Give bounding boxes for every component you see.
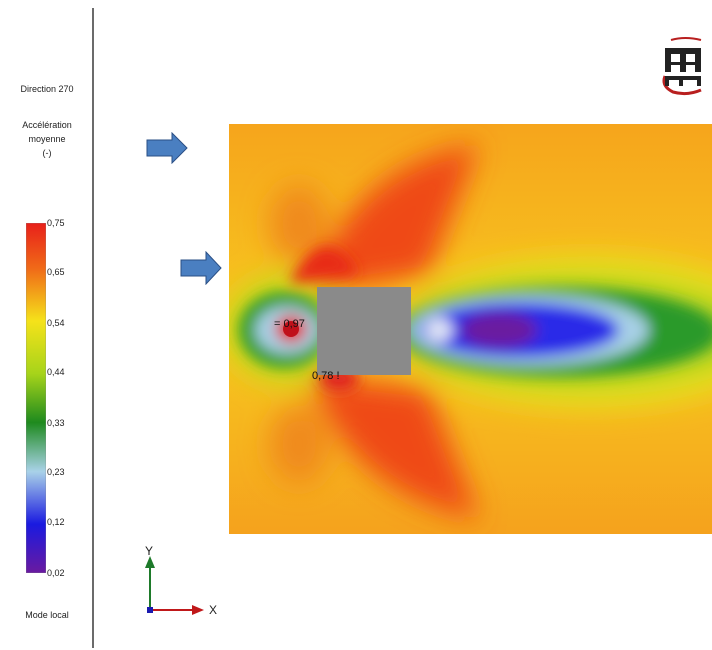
- legend-tick-2: 0,54: [47, 318, 65, 328]
- y-axis-label: Y: [145, 544, 154, 558]
- mode-label: Mode local: [25, 610, 69, 620]
- legend-title-line3: (-): [42, 148, 52, 158]
- legend-tick-0: 0,75: [47, 218, 65, 228]
- acceleration-field-map: [229, 124, 712, 534]
- legend-tick-1: 0,65: [47, 267, 65, 277]
- legend-tick-3: 0,44: [47, 367, 65, 377]
- color-legend-bar: [26, 223, 46, 573]
- sidebar-divider: [92, 8, 94, 648]
- x-axis-label: X: [209, 603, 218, 617]
- probe-value-front: = 0,97: [274, 318, 305, 330]
- wind-arrow-icon: [180, 251, 222, 285]
- probe-value-back: 0,78 !: [312, 370, 340, 382]
- company-logo: [662, 37, 702, 96]
- legend-tick-4: 0,33: [47, 418, 65, 428]
- legend-tick-6: 0,12: [47, 517, 65, 527]
- wind-arrow-icon: [146, 132, 188, 164]
- legend-tick-7: 0,02: [47, 568, 65, 578]
- probe-front-text: 0,97: [283, 318, 305, 330]
- axis-triad: [145, 556, 204, 615]
- direction-label: Direction 270: [20, 84, 74, 94]
- legend-title-line2: moyenne: [28, 134, 66, 144]
- legend-title-line1: Accélération: [22, 120, 72, 130]
- building-block: [317, 287, 411, 375]
- legend-title: Accélération moyenne (-): [4, 118, 90, 160]
- legend-tick-5: 0,23: [47, 467, 65, 477]
